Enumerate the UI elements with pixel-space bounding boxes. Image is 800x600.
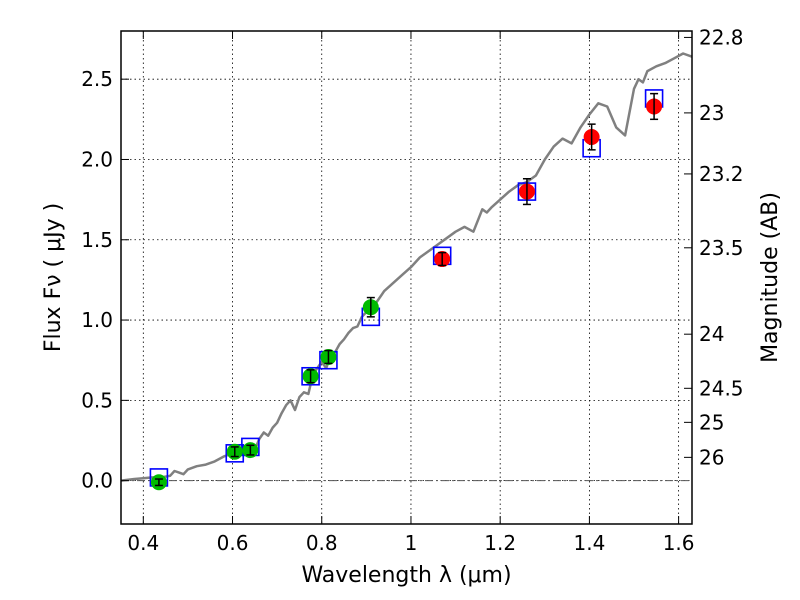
x-tick-label: 1 xyxy=(405,531,418,555)
data-markers xyxy=(149,89,664,491)
y-tick-label: 2.0 xyxy=(81,147,113,171)
y-tick-label: 1.5 xyxy=(81,228,113,252)
y-axis-ticks: 0.0 0.5 1.0 1.5 2.0 2.5 xyxy=(81,67,129,493)
x-tick-label: 1.4 xyxy=(573,531,605,555)
y-tick-label: 2.5 xyxy=(81,67,113,91)
y-tick-label: 1.0 xyxy=(81,308,113,332)
grid-lines xyxy=(121,31,692,524)
magnitude-tick-label: 26 xyxy=(699,445,724,469)
magnitude-tick-label: 24.5 xyxy=(699,376,744,400)
x-tick-label: 0.8 xyxy=(306,531,338,555)
magnitude-axis-label: Magnitude (AB) xyxy=(758,192,783,363)
magnitude-tick-label: 24 xyxy=(699,322,724,346)
y-tick-label: 0.0 xyxy=(81,469,113,493)
magnitude-tick-label: 23 xyxy=(699,101,724,125)
magnitude-tick-label: 25 xyxy=(699,410,724,434)
plot-frame xyxy=(120,30,693,525)
x-tick-label: 0.4 xyxy=(127,531,159,555)
model-band-square xyxy=(301,366,320,386)
x-tick-label: 0.6 xyxy=(217,531,249,555)
x-tick-label: 1.6 xyxy=(663,531,695,555)
x-axis-label: Wavelength λ (μm) xyxy=(301,563,511,588)
x-tick-label: 1.2 xyxy=(484,531,516,555)
magnitude-tick-label: 23.5 xyxy=(699,236,744,260)
magnitude-axis-ticks: 22.8 23 23.2 23.5 24 24.5 25 26 xyxy=(684,25,744,469)
x-axis-ticks: 0.4 0.6 0.8 1 1.2 1.4 1.6 xyxy=(127,31,695,555)
magnitude-tick-label: 23.2 xyxy=(699,162,744,186)
model-spectrum-line xyxy=(120,52,693,482)
y-axis-label: Flux Fν ( μJy ) xyxy=(41,203,66,352)
y-tick-label: 0.5 xyxy=(81,388,113,412)
model-spectrum xyxy=(120,52,693,482)
magnitude-tick-label: 22.8 xyxy=(699,25,744,49)
